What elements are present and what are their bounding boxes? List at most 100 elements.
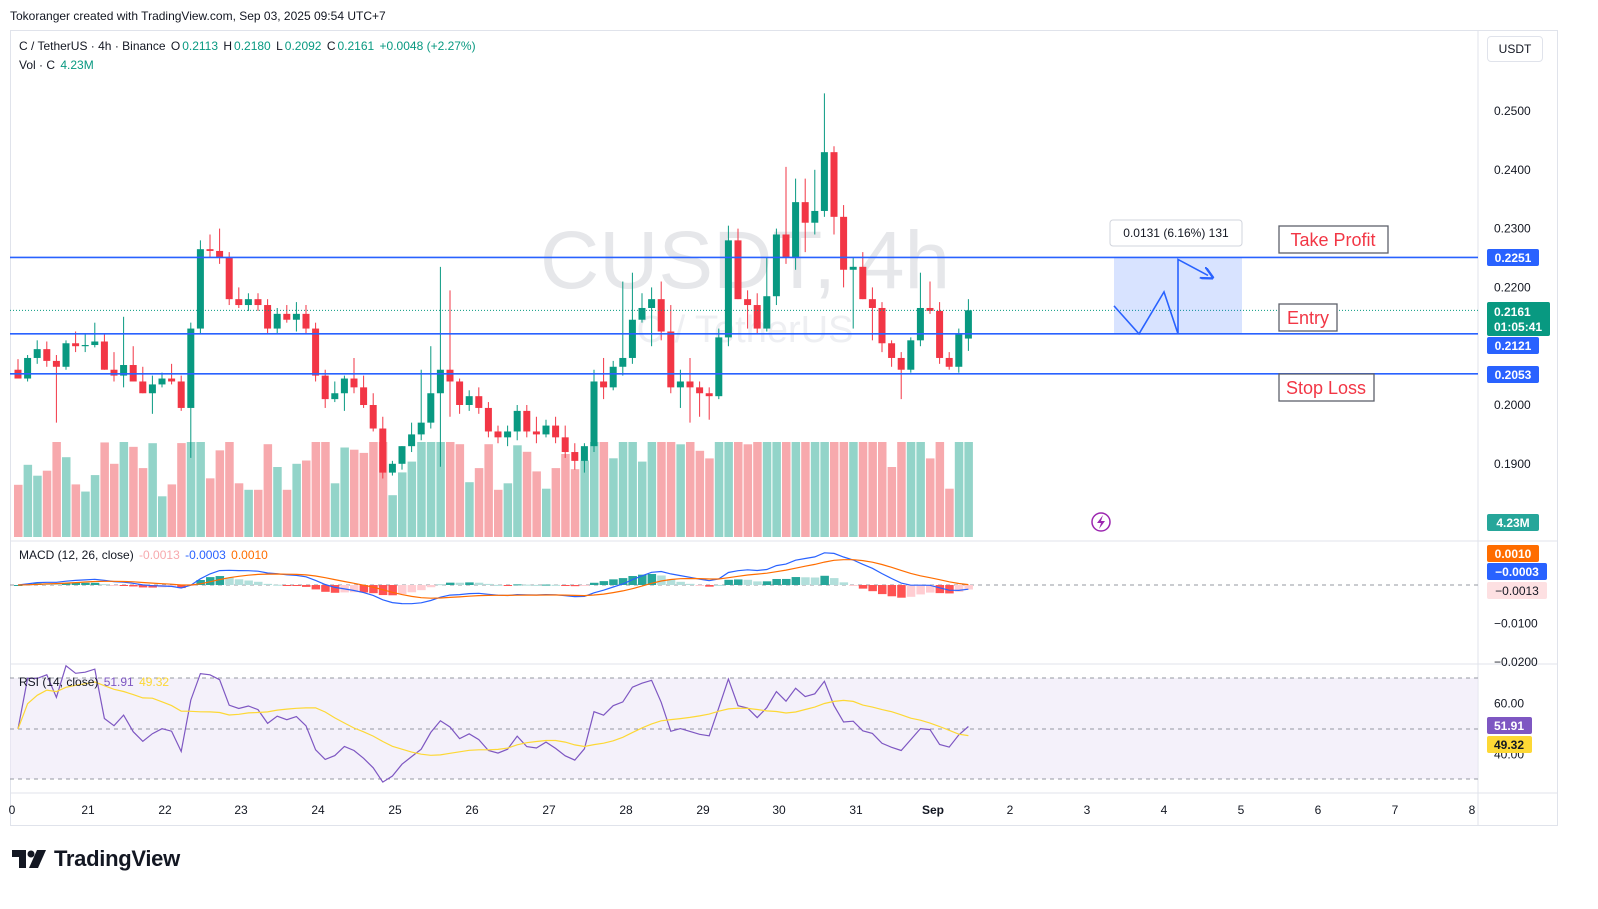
price-tick-label: 0.2000	[1494, 398, 1531, 412]
candle-body	[926, 307, 934, 311]
volume-bar	[426, 442, 436, 537]
rsi-tick-label: 60.00	[1494, 697, 1524, 711]
volume-value: 4.23M	[1496, 516, 1529, 530]
volume-bar	[244, 489, 253, 537]
candle-body	[772, 234, 780, 297]
volume-bar	[138, 468, 148, 537]
open-value: 0.2113	[182, 39, 219, 53]
macd-hist-bar	[638, 574, 647, 585]
candle-body	[427, 393, 435, 423]
macd-signal-line	[17, 559, 969, 599]
candle-body	[734, 240, 742, 300]
symbol-legend[interactable]: C / TetherUS · 4h · Binance O 0.2113 H 0.2…	[19, 39, 478, 53]
volume-bar	[762, 442, 772, 537]
volume-bar	[263, 444, 273, 537]
time-tick-label: 8	[1469, 803, 1476, 817]
candle-body	[456, 381, 464, 405]
macd-hist-bar	[52, 583, 61, 585]
macd-hist-badge-value: −0.0013	[1495, 584, 1539, 598]
volume-bar	[513, 445, 522, 537]
entry-label[interactable]: Entry	[1278, 303, 1338, 332]
macd-hist-bar	[676, 581, 685, 585]
volume-badge: 4.23M	[1487, 514, 1539, 531]
price-range-label[interactable]: 0.0131 (6.16%) 131	[1109, 219, 1243, 247]
volume-bar	[292, 463, 301, 537]
volume-bar	[52, 442, 61, 537]
macd-hist-value: -0.0013	[139, 548, 180, 562]
price-tick-label: 0.1900	[1494, 457, 1531, 471]
candle-body	[110, 369, 118, 376]
macd-hist-bar	[839, 582, 849, 585]
candle-body	[312, 328, 320, 376]
volume-bar	[618, 442, 628, 537]
close-label: C	[326, 39, 336, 53]
volume-bar	[225, 442, 234, 537]
candle-body	[331, 393, 339, 400]
time-tick-label: 0	[9, 803, 16, 817]
rsi-band	[10, 678, 1478, 779]
volume-bar	[916, 442, 925, 537]
candle-body	[254, 299, 262, 306]
price-tick-label: 0.2200	[1494, 280, 1531, 294]
projection-path[interactable]	[1113, 258, 1208, 336]
macd-hist-bar	[273, 584, 282, 586]
macd-hist-bar	[878, 585, 887, 595]
candle-body	[475, 396, 483, 408]
candle-body	[196, 249, 204, 329]
macd-hist-bar	[618, 578, 628, 585]
macd-hist-bar	[110, 585, 119, 586]
volume-bar	[609, 458, 618, 537]
macd-legend[interactable]: MACD (12, 26, close) -0.0013 -0.0003 0.0…	[19, 548, 270, 562]
macd-hist-bar	[81, 582, 90, 585]
volume-bar	[42, 470, 52, 537]
macd-hist-bar	[282, 585, 292, 586]
candle-body	[705, 393, 713, 397]
macd-hist-bar	[714, 584, 724, 586]
volume-bar	[954, 442, 964, 537]
low-value: 0.2092	[284, 39, 322, 53]
candle-body	[964, 310, 972, 339]
macd-hist-bar	[858, 585, 868, 589]
rsi-legend[interactable]: RSI (14, close) 51.91 49.32	[19, 675, 171, 689]
candle-body	[523, 410, 531, 432]
candle-body	[187, 328, 195, 408]
stop-price: 0.2053	[1495, 368, 1532, 382]
time-tick-label: 25	[388, 803, 402, 817]
volume-bar	[436, 442, 445, 537]
candle-body	[148, 384, 156, 394]
candle-body	[600, 381, 608, 388]
volume-bar	[119, 442, 129, 537]
time-tick-label: 5	[1238, 803, 1245, 817]
candle-body	[801, 202, 809, 223]
volume-bar	[494, 489, 503, 537]
take-profit-price: 0.2251	[1495, 251, 1532, 265]
volume-bar	[638, 461, 647, 537]
time-tick-label: 6	[1315, 803, 1322, 817]
rsi-label: RSI (14, close)	[19, 675, 99, 689]
lightning-icon[interactable]	[1091, 512, 1111, 532]
take-profit-text: Take Profit	[1290, 230, 1375, 250]
macd-hist-bar	[580, 585, 589, 586]
candle-body	[628, 319, 636, 358]
macd-hist-bar	[820, 575, 829, 585]
candle-body	[43, 349, 51, 361]
macd-signal-badge: 0.0010	[1487, 545, 1539, 562]
take-profit-label[interactable]: Take Profit	[1278, 225, 1389, 254]
stop-loss-label[interactable]: Stop Loss	[1278, 373, 1375, 402]
volume-bar	[321, 442, 330, 537]
rsi-badge-value: 51.91	[1494, 719, 1524, 733]
macd-label: MACD (12, 26, close)	[19, 548, 134, 562]
candle-body	[177, 381, 185, 408]
time-tick-label: 21	[81, 803, 95, 817]
volume-bar	[724, 442, 733, 537]
tradingview-logo[interactable]: TradingView	[12, 846, 180, 872]
volume-bar	[407, 461, 417, 537]
time-tick-label: Sep	[922, 803, 944, 817]
volume-legend[interactable]: Vol · C 4.23M	[19, 58, 96, 72]
time-axis[interactable]: 0 21 22 23 24 25 26 27 28 29 30 31 Sep 2 3 4 5 6 7 8	[9, 803, 1476, 817]
candle-body	[302, 313, 310, 329]
volume-bar	[676, 444, 685, 537]
currency-button[interactable]: USDT	[1487, 36, 1543, 62]
candle-body	[494, 431, 502, 438]
